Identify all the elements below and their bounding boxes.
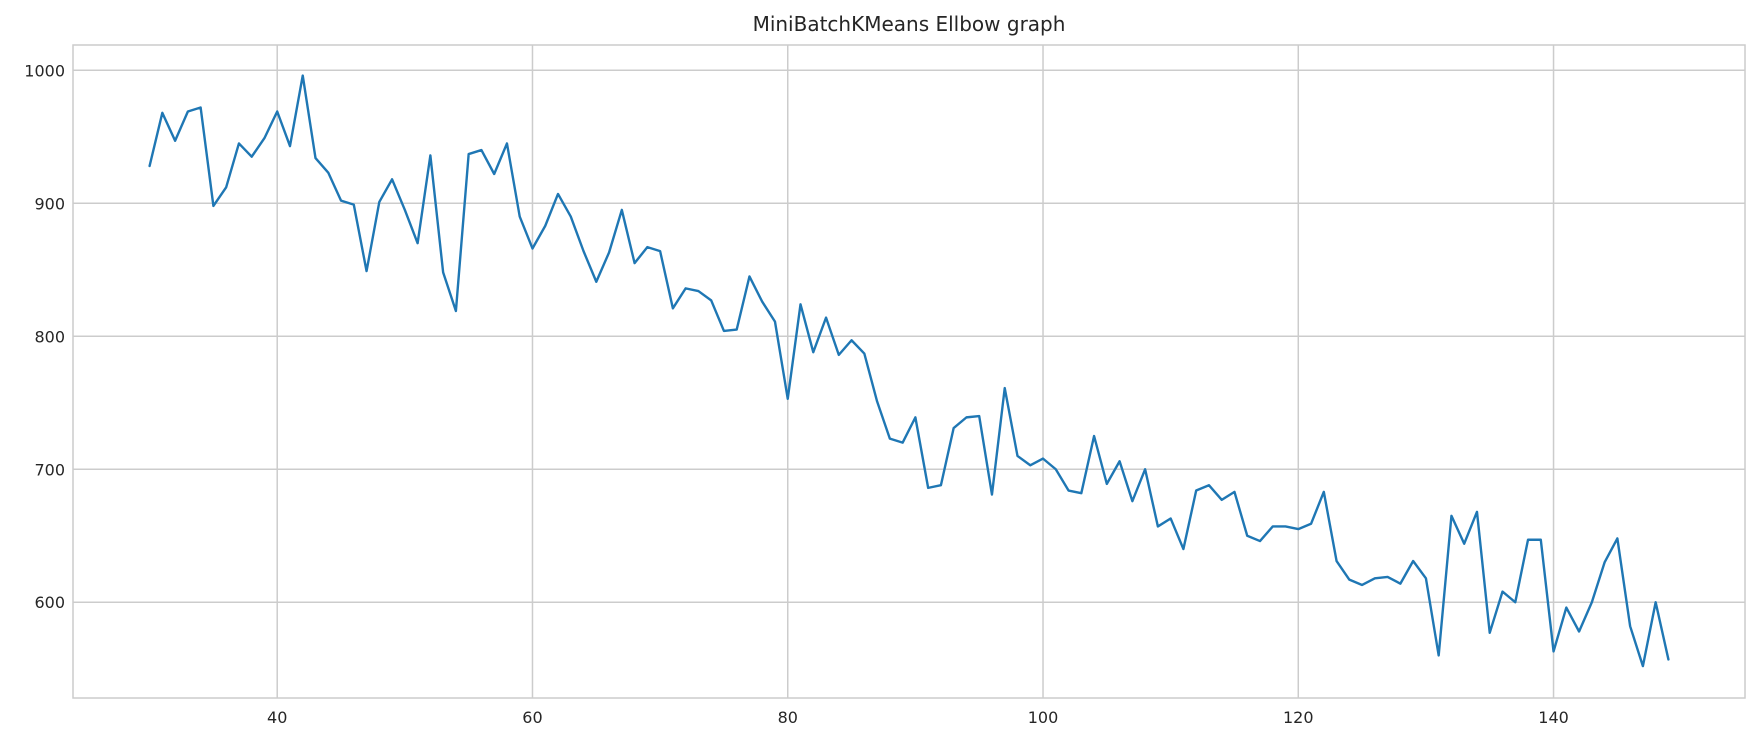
plot-area — [72, 44, 1746, 699]
x-tick-label: 80 — [778, 708, 798, 727]
y-tick-label: 900 — [34, 194, 65, 213]
x-tick-label: 40 — [267, 708, 287, 727]
chart-title: MiniBatchKMeans Ellbow graph — [753, 12, 1066, 36]
tick-labels: 40 60 80 100 120 140 600 700 800 900 1000 — [24, 61, 1569, 727]
series-layer — [148, 74, 1670, 668]
y-tick-label: 700 — [34, 460, 65, 479]
series-line — [148, 74, 1670, 668]
x-tick-label: 60 — [522, 708, 542, 727]
x-tick-label: 100 — [1028, 708, 1059, 727]
y-tick-label: 800 — [34, 327, 65, 346]
y-tick-label: 600 — [34, 593, 65, 612]
x-tick-label: 140 — [1538, 708, 1569, 727]
grid-lines — [73, 45, 1745, 698]
x-tick-label: 120 — [1283, 708, 1314, 727]
y-tick-label: 1000 — [24, 61, 65, 80]
